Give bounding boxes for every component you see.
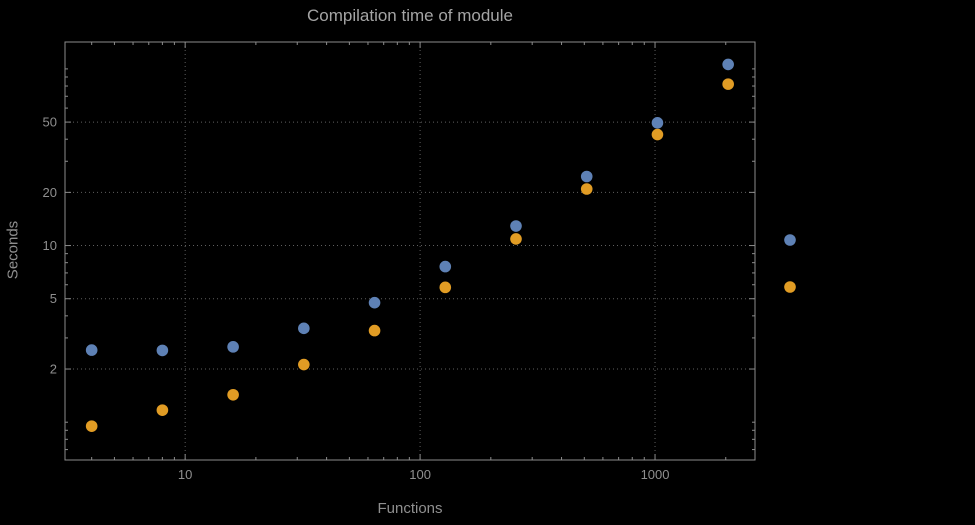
series-1-point xyxy=(651,117,664,129)
x-tick-label: 10 xyxy=(178,467,192,482)
series-1-point xyxy=(156,344,169,357)
series-2-legend-marker xyxy=(784,281,796,293)
series-1-point xyxy=(368,296,381,309)
series-1-point xyxy=(85,344,98,356)
series-1-point xyxy=(298,322,310,335)
series-2-point xyxy=(580,183,593,195)
y-tick-label: 10 xyxy=(43,238,57,253)
series-2-point xyxy=(510,233,522,245)
axis-ticks xyxy=(65,42,755,460)
legend xyxy=(784,234,796,293)
x-tick-label: 100 xyxy=(409,467,431,482)
series-2-point xyxy=(368,324,381,337)
series-1-point xyxy=(510,220,522,232)
series-2-point xyxy=(85,420,98,432)
series-1-legend-marker xyxy=(784,234,796,246)
tick-labels: 10 100 1000 2 5 10 20 50 xyxy=(43,115,670,482)
grid-lines xyxy=(65,42,755,460)
series-1-point xyxy=(722,58,734,71)
x-axis-label: Functions xyxy=(377,500,443,517)
chart-title: Compilation time of module xyxy=(307,6,513,25)
y-tick-label: 2 xyxy=(50,362,57,377)
series-2-points xyxy=(85,78,734,432)
x-tick-label: 1000 xyxy=(641,467,670,482)
series-2-point xyxy=(722,78,734,90)
series-2-point xyxy=(439,281,452,294)
plot-frame xyxy=(64,41,756,461)
series-1-points xyxy=(85,58,734,357)
series-2-point xyxy=(156,404,169,416)
series-1-point xyxy=(580,170,593,183)
series-1-point xyxy=(227,341,239,353)
y-tick-label: 50 xyxy=(43,115,57,130)
y-tick-label: 20 xyxy=(43,185,57,200)
y-axis-label: Seconds xyxy=(4,220,22,280)
series-2-point xyxy=(298,358,310,371)
series-2-point xyxy=(227,388,239,401)
y-tick-label: 5 xyxy=(50,291,57,306)
series-1-point xyxy=(439,260,452,273)
series-2-point xyxy=(651,128,664,141)
